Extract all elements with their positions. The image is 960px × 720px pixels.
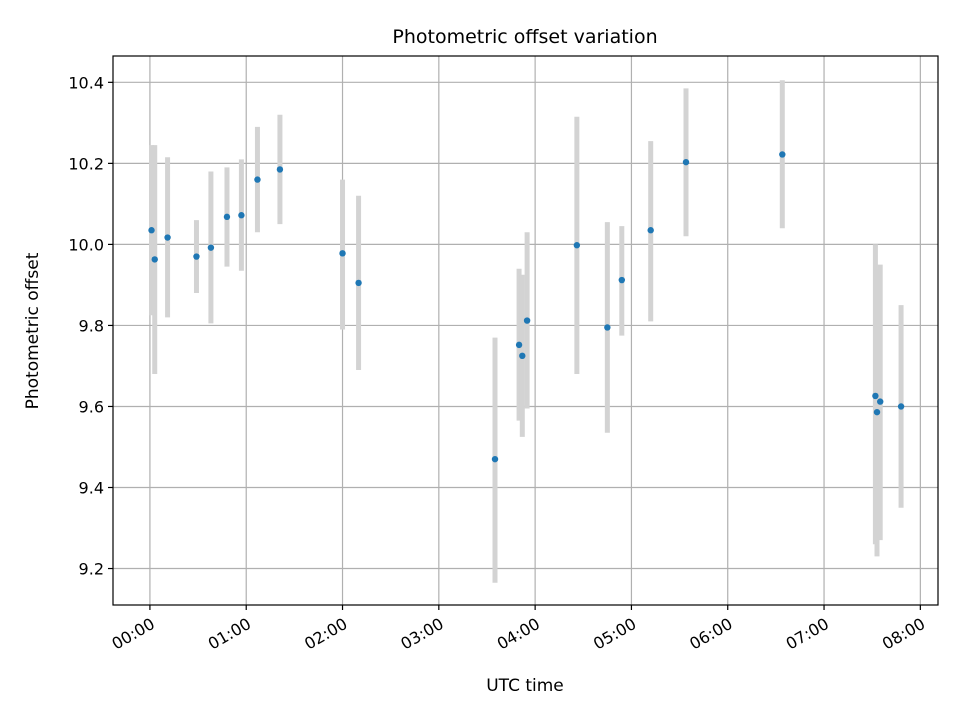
y-axis-title: Photometric offset	[23, 252, 43, 409]
data-point	[238, 212, 245, 219]
y-tick-label: 9.6	[79, 397, 104, 416]
plot-frame	[112, 55, 939, 606]
data-point	[254, 176, 261, 183]
data-point	[164, 234, 171, 241]
y-tick-label: 10.4	[68, 73, 104, 92]
data-point	[872, 392, 879, 400]
data-point	[193, 253, 200, 260]
data-point	[618, 276, 626, 284]
data-point	[515, 341, 523, 349]
data-point	[877, 398, 884, 405]
y-tick-label: 10.0	[68, 235, 104, 254]
data-point	[897, 403, 905, 410]
y-tick-label: 9.2	[79, 560, 104, 579]
data-point	[276, 166, 284, 173]
data-point	[523, 317, 531, 324]
data-points	[148, 151, 905, 463]
data-point	[873, 408, 881, 416]
data-point	[682, 158, 690, 166]
data-point	[355, 279, 362, 287]
data-point	[223, 213, 231, 221]
data-point	[519, 352, 526, 360]
data-point	[604, 324, 611, 331]
data-point	[151, 256, 158, 263]
y-axis: 9.2 9.4 9.6 9.8 10.0 10.2 10.4	[68, 73, 113, 579]
data-point	[573, 242, 581, 249]
data-point	[339, 250, 346, 257]
y-tick-label: 9.8	[79, 316, 104, 335]
data-point	[647, 227, 654, 234]
y-tick-label: 10.2	[68, 154, 104, 173]
chart-title: Photometric offset variation	[392, 26, 657, 48]
data-point	[207, 244, 215, 251]
data-point	[491, 455, 499, 463]
data-point	[148, 227, 155, 234]
data-point	[779, 151, 786, 158]
x-axis-title: UTC time	[486, 676, 564, 696]
y-tick-label: 9.4	[79, 479, 104, 498]
